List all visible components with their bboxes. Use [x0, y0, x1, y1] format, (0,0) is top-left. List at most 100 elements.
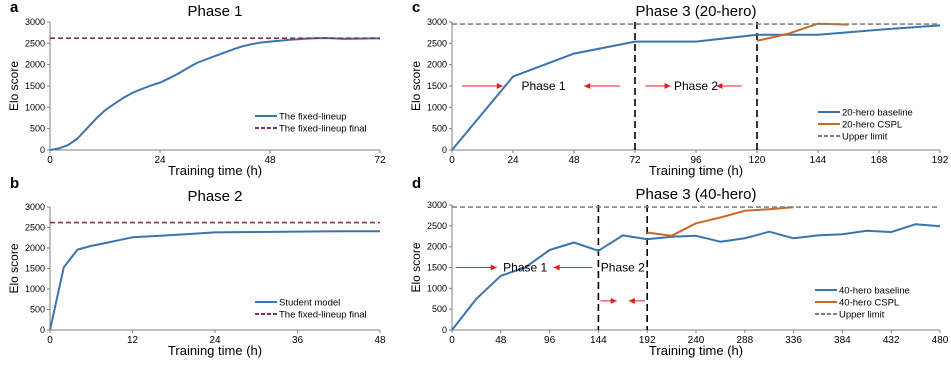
legend-label: The fixed-lineup final [279, 310, 367, 321]
x-tick-label: 72 [629, 155, 641, 166]
phase-arrow [462, 83, 503, 89]
x-tick-label: 0 [47, 155, 53, 166]
y-tick-label: 1000 [25, 102, 45, 112]
y-tick-label: 3000 [427, 17, 447, 27]
y-tick-label: 1500 [25, 81, 45, 91]
y-tick-label: 1500 [427, 263, 447, 273]
x-tick-label: 144 [810, 155, 827, 166]
phase-annotation: Phase 1 [521, 79, 565, 93]
y-tick-label: 2000 [427, 242, 447, 252]
x-tick-label: 12 [127, 335, 139, 346]
x-tick-label: 48 [568, 155, 580, 166]
x-tick-label: 336 [785, 335, 802, 346]
x-tick-label: 288 [736, 335, 753, 346]
y-axis-label: Elo score [409, 242, 423, 292]
phase-arrow [716, 83, 742, 89]
x-tick-label: 96 [690, 155, 702, 166]
x-tick-label: 48 [374, 335, 386, 346]
series-line-student-model [49, 230, 380, 331]
y-tick-label: 2500 [25, 38, 45, 48]
y-tick-label: 3000 [427, 200, 447, 210]
legend-label: Student model [279, 298, 340, 309]
y-tick-label: 2000 [25, 60, 45, 70]
y-tick-label: 2000 [427, 60, 447, 70]
panel-letter: a [10, 0, 19, 16]
legend-label: 40-hero CSPL [839, 298, 899, 309]
y-tick-label: 1000 [427, 283, 447, 293]
x-tick-label: 24 [209, 335, 221, 346]
x-tick-label: 432 [883, 335, 900, 346]
x-tick-label: 48 [264, 155, 276, 166]
series-line-40-hero-baseline [451, 223, 941, 331]
chart-panel-b: b Phase 2 0 500 1000 1500 2000 2500 3000 0 12 24 36 4… [7, 175, 386, 358]
panel-letter: d [412, 175, 421, 192]
legend-label: Upper limit [839, 310, 885, 321]
chart-panel-d: d Phase 3 (40-hero) 0 500 1000 1500 2000 2500 30… [409, 175, 949, 358]
x-axis-label: Training time (h) [168, 343, 262, 358]
x-tick-label: 96 [544, 335, 556, 346]
legend-label: 20-hero CSPL [842, 120, 902, 131]
y-tick-label: 0 [40, 325, 45, 335]
x-tick-label: 48 [495, 335, 507, 346]
legend-label: Upper limit [842, 132, 888, 143]
phase-arrow [628, 297, 646, 304]
y-tick-label: 0 [442, 325, 447, 335]
y-axis-label: Elo score [7, 243, 21, 293]
y-tick-label: 3000 [25, 17, 45, 27]
x-tick-label: 0 [449, 155, 455, 166]
phase-arrow [645, 83, 671, 89]
y-tick-label: 2000 [25, 243, 45, 253]
phase-annotation: Phase 1 [503, 261, 547, 275]
x-tick-label: 240 [688, 335, 705, 346]
panel-letter: b [10, 175, 19, 192]
chart-panel-c: c Phase 3 (20-hero) 0 500 1000 1500 2000 2500 30… [409, 0, 949, 178]
series-line-20-hero-cspl [756, 22, 849, 42]
chart-title: Phase 3 (40-hero) [636, 186, 757, 203]
y-axis-label: Elo score [409, 61, 423, 111]
x-tick-label: 120 [749, 155, 766, 166]
phase-arrow [600, 297, 617, 304]
chart-title: Phase 1 [187, 3, 242, 20]
phase-arrow [553, 264, 593, 271]
y-tick-label: 1500 [427, 81, 447, 91]
series-line-20-hero-baseline [451, 24, 941, 151]
x-tick-label: 144 [590, 335, 607, 346]
panel-letter: c [412, 0, 420, 16]
series-line-40-hero-cspl [647, 206, 794, 237]
legend-label: 40-hero baseline [839, 286, 910, 297]
x-tick-label: 192 [932, 155, 949, 166]
phase-arrow [584, 83, 620, 89]
x-tick-label: 192 [639, 335, 656, 346]
legend-label: The fixed-lineup [279, 112, 347, 123]
phase-annotation: Phase 2 [601, 261, 645, 275]
y-tick-label: 2500 [25, 223, 45, 233]
x-tick-label: 24 [507, 155, 519, 166]
y-tick-label: 500 [432, 304, 447, 314]
x-tick-label: 72 [374, 155, 386, 166]
x-axis-label: Training time (h) [649, 163, 743, 178]
x-tick-label: 0 [47, 335, 53, 346]
y-tick-label: 0 [40, 145, 45, 155]
x-tick-label: 384 [834, 335, 851, 346]
y-tick-label: 3000 [25, 202, 45, 212]
phase-arrow [456, 264, 497, 271]
x-tick-label: 0 [449, 335, 455, 346]
legend-label: 20-hero baseline [842, 108, 913, 119]
y-tick-label: 1000 [25, 284, 45, 294]
y-tick-label: 1000 [427, 102, 447, 112]
y-tick-label: 500 [30, 305, 45, 315]
x-axis-label: Training time (h) [168, 163, 262, 178]
y-tick-label: 2500 [427, 221, 447, 231]
chart-panel-a: a Phase 1 0 500 1000 1500 2000 2500 3000 0 24 48 72 T… [7, 0, 386, 178]
chart-title: Phase 2 [187, 188, 242, 205]
y-tick-label: 2500 [427, 38, 447, 48]
legend-label: The fixed-lineup final [279, 124, 367, 135]
x-tick-label: 36 [292, 335, 304, 346]
y-axis-label: Elo score [7, 61, 21, 111]
y-tick-label: 1500 [25, 264, 45, 274]
